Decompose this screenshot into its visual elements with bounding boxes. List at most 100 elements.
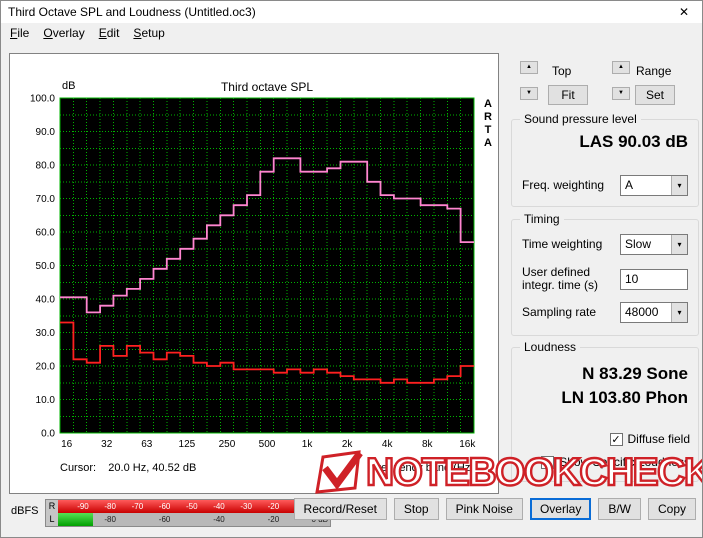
timing-group: Timing Time weighting Slow ▾ User define…: [511, 212, 699, 336]
meter-scale-label: -70: [131, 502, 144, 511]
integr-time-input[interactable]: [620, 268, 688, 290]
loudness-group-title: Loudness: [520, 340, 581, 354]
menu-overlay[interactable]: Overlay: [43, 26, 85, 40]
loudness-sone-readout: N 83.29 Sone: [582, 364, 688, 383]
left-channel-bar: -80-60-40-200 dB: [58, 513, 330, 526]
meter-scale-label: -90: [77, 502, 89, 511]
menu-edit[interactable]: Edit: [98, 26, 120, 40]
chart-panel: dB Third octave SPL 0.0 10.0 20.0 30.0 40.0 5…: [9, 53, 499, 494]
checkbox-box: ✓: [609, 432, 623, 446]
time-weighting-select[interactable]: Slow ▾: [620, 234, 688, 255]
chevron-down-icon: ▾: [671, 176, 687, 195]
control-panel: ▲ ▼ Top Fit ▲ ▼ Range Set Sound pressure…: [506, 56, 700, 494]
svg-text:60.0: 60.0: [36, 228, 56, 239]
close-icon[interactable]: ✕: [678, 5, 690, 19]
check-icon: ✓: [611, 433, 621, 446]
meter-scale-label: -20: [267, 515, 280, 524]
meter-scale-label: -40: [213, 515, 225, 524]
meter-fill: [58, 500, 330, 513]
top-label: Top: [552, 64, 572, 78]
svg-text:30.0: 30.0: [36, 328, 56, 339]
freq-weighting-select[interactable]: A ▾: [620, 175, 688, 196]
top-down-button[interactable]: ▼: [520, 87, 538, 100]
range-down-button[interactable]: ▼: [612, 87, 630, 100]
titlebar: Third Octave SPL and Loudness (Untitled.…: [1, 1, 702, 23]
svg-text:90.0: 90.0: [36, 127, 56, 138]
window-title: Third Octave SPL and Loudness (Untitled.…: [8, 5, 256, 19]
timing-group-title: Timing: [520, 212, 564, 226]
copy-button[interactable]: Copy: [647, 498, 696, 520]
svg-text:40.0: 40.0: [36, 295, 56, 306]
third-octave-spl-curve: [60, 157, 474, 314]
bottom-bar: dBFS R -90 -80 -70 -60 -50 -40 -30 -20 L -80 -60…: [1, 496, 702, 532]
svg-text:2k: 2k: [342, 439, 354, 450]
menu-file[interactable]: File: [10, 26, 30, 40]
arta-letter: R: [484, 111, 492, 123]
record-reset-button[interactable]: Record/Reset: [293, 498, 387, 520]
svg-text:125: 125: [179, 439, 196, 450]
meter-scale-label: -50: [186, 502, 198, 511]
loudness-phon-readout: LN 103.80 Phon: [561, 388, 688, 407]
x-axis-label: Frequency band (Hz): [370, 462, 474, 474]
svg-text:80.0: 80.0: [36, 161, 56, 172]
svg-text:250: 250: [219, 439, 236, 450]
b-w-button[interactable]: B/W: [598, 498, 641, 520]
pink-noise-button[interactable]: Pink Noise: [445, 498, 523, 520]
meter-scale-label: -30: [240, 502, 252, 511]
set-button[interactable]: Set: [635, 85, 675, 105]
svg-text:16: 16: [61, 439, 73, 450]
meter-scale-label: -20: [267, 502, 280, 511]
left-channel-label: L: [46, 513, 58, 526]
menu-setup[interactable]: Setup: [133, 26, 165, 40]
meter-scale-label: -40: [213, 502, 225, 511]
arta-letter: A: [484, 98, 492, 110]
chart-status-row: Cursor: 20.0 Hz, 40.52 dB Frequency band…: [60, 462, 474, 474]
sound-pressure-group-title: Sound pressure level: [520, 112, 641, 126]
svg-text:63: 63: [141, 439, 153, 450]
svg-text:10.0: 10.0: [36, 395, 56, 406]
meter-row-left: L -80-60-40-200 dB: [46, 513, 330, 526]
svg-text:0.0: 0.0: [41, 429, 55, 440]
range-label: Range: [636, 64, 672, 78]
svg-text:20.0: 20.0: [36, 362, 56, 373]
arta-letter: A: [484, 137, 492, 149]
overlay-noise-floor-curve: [60, 321, 474, 384]
sampling-rate-select[interactable]: 48000 ▾: [620, 302, 688, 323]
svg-text:1k: 1k: [302, 439, 314, 450]
svg-text:8k: 8k: [422, 439, 434, 450]
diffuse-field-checkbox[interactable]: ✓ Diffuse field: [609, 432, 690, 446]
meter-scale-label: -60: [158, 502, 171, 511]
dbfs-label: dBFS: [11, 505, 39, 517]
show-specific-loudness-checkbox[interactable]: ✓ Show Specific Loudness: [541, 455, 690, 469]
right-channel-bar: -90 -80 -70 -60 -50 -40 -30 -20: [58, 500, 330, 513]
meter-row-right: R -90 -80 -70 -60 -50 -40 -30 -20: [46, 500, 330, 513]
y-axis-unit: dB: [62, 80, 76, 92]
chevron-down-icon: ▾: [671, 235, 687, 254]
level-meter: R -90 -80 -70 -60 -50 -40 -30 -20 L -80 -60 -40 -2…: [45, 499, 331, 527]
fit-button[interactable]: Fit: [548, 85, 588, 105]
spl-chart[interactable]: 0.0 10.0 20.0 30.0 40.0 50.0 60.0 70.0 80.0 90.0 1…: [10, 54, 500, 454]
svg-text:50.0: 50.0: [36, 261, 56, 272]
meter-scale-label: -80: [104, 515, 116, 524]
sound-pressure-group: Sound pressure level LAS 90.03 dB Freq. …: [511, 112, 699, 207]
range-up-button[interactable]: ▲: [612, 61, 630, 74]
stop-button[interactable]: Stop: [393, 498, 439, 520]
svg-text:500: 500: [259, 439, 276, 450]
overlay-button[interactable]: Overlay: [529, 498, 592, 520]
chevron-down-icon: ▾: [671, 303, 687, 322]
checkbox-box: ✓: [541, 455, 555, 469]
transport-buttons: Record/Reset Stop Pink Noise Overlay B/W Copy: [293, 498, 696, 520]
svg-text:100.0: 100.0: [30, 94, 55, 105]
loudness-group: Loudness N 83.29 Sone LN 103.80 Phon ✓ D…: [511, 340, 699, 482]
svg-text:70.0: 70.0: [36, 194, 56, 205]
top-up-button[interactable]: ▲: [520, 61, 538, 74]
meter-scale-label: -60: [158, 515, 171, 524]
svg-text:16k: 16k: [459, 439, 476, 450]
svg-text:32: 32: [101, 439, 113, 450]
sampling-rate-label: Sampling rate: [522, 305, 597, 319]
arta-letter: T: [484, 124, 492, 136]
right-channel-label: R: [46, 500, 58, 513]
svg-text:4k: 4k: [382, 439, 394, 450]
